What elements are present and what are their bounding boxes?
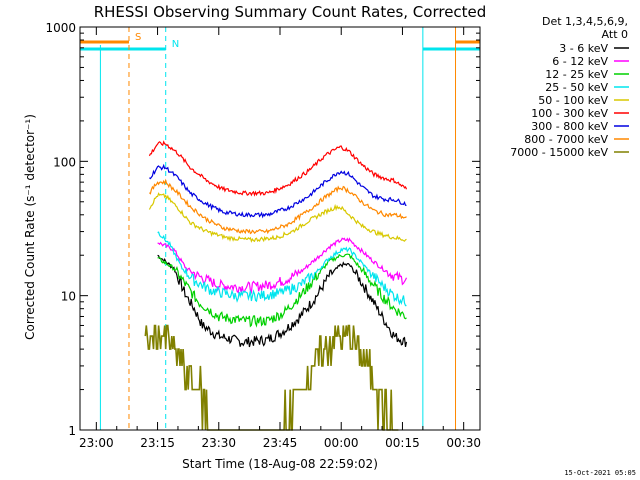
y-axis-label: Corrected Count Rate (s⁻¹ detector⁻¹) <box>23 114 37 340</box>
legend-label-6: 300 - 800 keV <box>531 120 608 133</box>
legend-label-1: 6 - 12 keV <box>552 55 608 68</box>
timestamp: 15-Oct-2021 05:05 <box>564 469 636 477</box>
legend-label-4: 50 - 100 keV <box>538 94 608 107</box>
legend-header-1: Att 0 <box>602 28 628 41</box>
x-tick-label-2: 23:30 <box>201 436 236 450</box>
y-tick-label-3: 1000 <box>45 21 76 35</box>
series-line-5 <box>148 140 408 197</box>
series-line-7 <box>148 178 407 235</box>
legend-label-0: 3 - 6 keV <box>559 42 608 55</box>
legend-header-0: Det 1,3,4,5,6,9, <box>542 15 628 28</box>
legend-label-2: 12 - 25 keV <box>545 68 608 81</box>
status-boundary-lines <box>99 27 457 430</box>
x-tick-label-3: 23:45 <box>263 436 298 450</box>
series-line-4 <box>148 192 407 243</box>
series-line-2 <box>157 253 407 328</box>
x-tick-label-6: 00:30 <box>446 436 481 450</box>
legend-label-5: 100 - 300 keV <box>531 107 608 120</box>
legend-label-3: 25 - 50 keV <box>545 81 608 94</box>
x-tick-label-1: 23:15 <box>140 436 175 450</box>
series-line-6 <box>149 163 407 219</box>
x-tick-label-5: 00:15 <box>385 436 420 450</box>
flag-label-s: S <box>135 32 141 43</box>
series-line-3 <box>157 231 407 307</box>
x-tick-label-0: 23:00 <box>79 436 114 450</box>
legend-label-8: 7000 - 15000 keV <box>510 146 608 159</box>
x-tick-label-4: 00:00 <box>324 436 359 450</box>
legend-label-7: 800 - 7000 keV <box>524 133 608 146</box>
y-tick-label-0: 1 <box>68 424 76 438</box>
chart-title: RHESSI Observing Summary Count Rates, Co… <box>94 3 487 21</box>
y-tick-label-2: 100 <box>53 155 76 169</box>
series-line-0 <box>157 254 408 348</box>
status-flags: SN <box>80 32 480 51</box>
flag-label-n: N <box>172 39 179 50</box>
x-axis-label: Start Time (18-Aug-08 22:59:02) <box>182 457 378 471</box>
y-tick-label-1: 10 <box>61 290 76 304</box>
axes: 23:00 23:15 23:30 23:45 00:00 00:15 00:30 1 10 10… <box>45 21 481 450</box>
series-line-1 <box>157 237 408 295</box>
